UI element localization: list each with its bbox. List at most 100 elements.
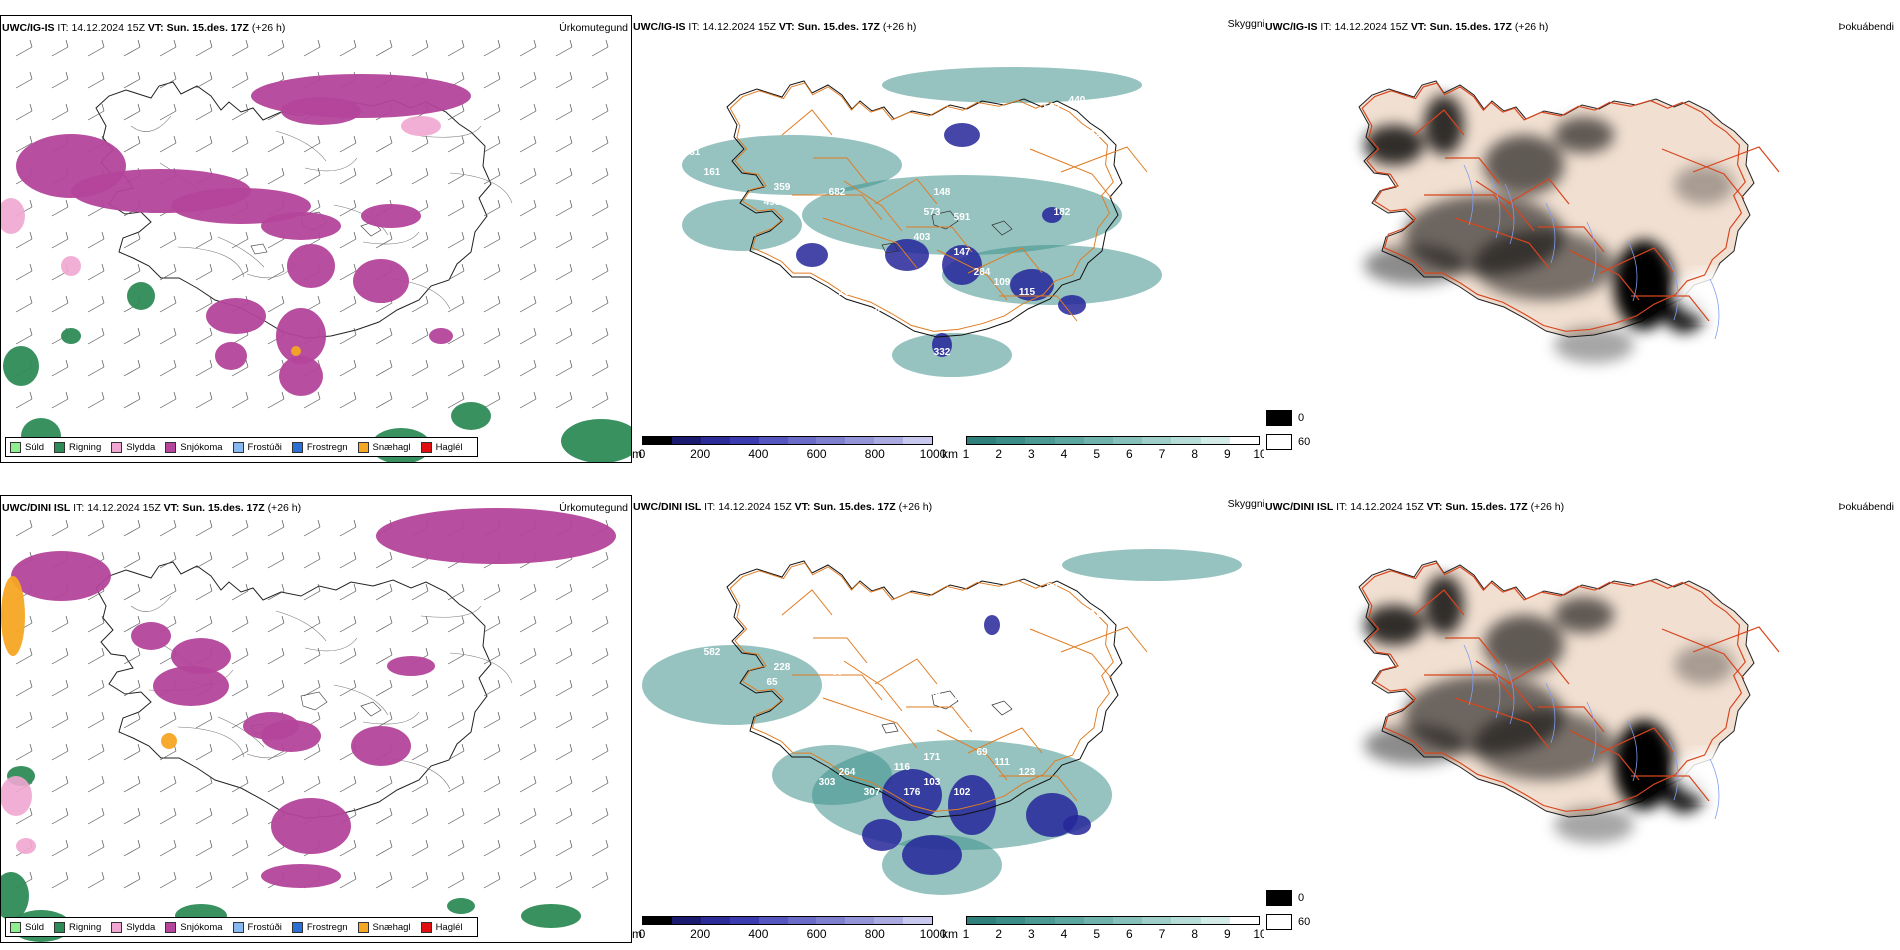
legend-label: Súld [25, 921, 45, 933]
fog-index-legend: 0 60 [1264, 890, 1324, 940]
snow-area [361, 204, 421, 228]
sleet-area [61, 256, 81, 276]
fog-shading [1364, 95, 1734, 363]
river-network [1463, 644, 1720, 820]
snow-area [287, 244, 335, 288]
cloud-base-height-label: 228 [774, 662, 791, 673]
panel-title: UWC/DINI ISL IT: 14.12.2024 15Z VT: Sun.… [1265, 501, 1565, 513]
cloud-base-height-label: 123 [1019, 767, 1036, 778]
cloud-base-height-label: 69 [976, 747, 988, 758]
legend-swatch [10, 921, 21, 933]
cloud-base-height-label: 200 [839, 287, 856, 298]
legend-label: Frostregn [306, 441, 348, 453]
snow-area [153, 666, 229, 706]
snow-area [171, 638, 231, 674]
colorbar-tick-label: 5 [1093, 927, 1100, 941]
low-visibility-area [802, 175, 1122, 255]
cloud-base-height-label: 403 [914, 232, 931, 243]
legend-swatch [232, 441, 244, 453]
sleet-area [401, 116, 441, 136]
colorbar-tick-label: 0 [638, 447, 646, 461]
cloud-base-height-label: 111 [994, 757, 1010, 768]
cloud-base-height-label: 573 [924, 207, 941, 218]
cloud-base-height-label: 303 [819, 777, 836, 788]
colorbar-tick-label: 200 [690, 447, 711, 461]
low-cloud-base-area [948, 775, 996, 835]
cloud-base-height-label: 168 [652, 597, 669, 608]
fog-legend-swatch [1266, 434, 1292, 450]
cloud-base-height-label: 176 [844, 352, 861, 363]
colorbar-tick-label: 10 [1253, 927, 1264, 941]
cloud-base-height-label: 148 [934, 187, 951, 198]
cloud-base-height-label: 582 [704, 647, 721, 658]
colorbar-tick-label: 8 [1191, 927, 1198, 941]
colorbar-tick-label: 1 [962, 447, 970, 461]
fog-legend-label: 60 [1298, 436, 1311, 448]
cloud-base-height-label: 221 [1084, 609, 1101, 620]
panel-type-label: Þokuábendi [1838, 501, 1894, 513]
panel-title: UWC/IG-IS IT: 14.12.2024 15Z VT: Sun. 15… [633, 21, 917, 33]
wind-barbs [15, 519, 609, 889]
cloud-base-height-label: 143 [924, 687, 941, 698]
legend-swatch [111, 441, 123, 453]
cloud-base-height-label: 582 [1084, 129, 1101, 140]
clear-area [1674, 750, 1754, 800]
cloud-base-height-label: 264 [839, 767, 856, 778]
legend-swatch [10, 441, 21, 453]
colorbar-tick-label: 800 [864, 447, 885, 461]
low-cloud-base-area [796, 243, 828, 267]
legend-swatch [420, 921, 432, 933]
low-visibility-area [892, 333, 1012, 377]
legend-swatch [357, 441, 369, 453]
cloud-base-height-label: 176 [904, 787, 921, 798]
low-visibility-area [772, 745, 892, 805]
cloud-base-height-label: 440 [1069, 95, 1086, 106]
precip-type-legend: Súld Rigning Slydda Snjókoma Frostúði Frostre… [5, 437, 478, 457]
cloud-base-height-label: 359 [774, 182, 791, 193]
legend-item: Frostregn [291, 441, 348, 453]
road-network [729, 82, 1148, 332]
fog-legend-label: 60 [1298, 916, 1311, 928]
snow-area [261, 864, 341, 888]
snow-pellet-area [1, 576, 25, 656]
colorbar-unit: m [632, 927, 642, 941]
iceland-fog-map [1358, 560, 1780, 843]
legend-item: Súld [10, 921, 45, 933]
colorbar-tick-label: 5 [1093, 447, 1100, 461]
colorbar-tick-label: 3 [1027, 927, 1035, 941]
low-cloud-base-area [862, 819, 902, 851]
rain-area [1, 872, 29, 920]
low-cloud-base-area [1058, 295, 1086, 315]
cloud-base-height-label: 12 [896, 372, 908, 383]
cloud-base-height-label: 430 [804, 407, 821, 418]
legend-item: Snjókoma [165, 441, 223, 453]
legend-swatch [54, 921, 66, 933]
iceland-precip-map [1, 508, 616, 942]
legend-swatch [291, 441, 303, 453]
legend-item: Slydda [111, 921, 155, 933]
cloud-base-height-label: 282 [954, 692, 971, 703]
snow-area [171, 188, 311, 224]
legend-swatch [420, 441, 432, 453]
cloud-base-height-label: 61 [896, 282, 908, 293]
legend-label: Slydda [126, 441, 156, 453]
snow-area [353, 259, 409, 303]
snow-area [11, 551, 111, 601]
colorbar-tick-label: 4 [1060, 447, 1068, 461]
fog-legend-swatch [1266, 914, 1292, 930]
visibility-colorbar: km 1 2 3 4 5 6 7 8 9 10 [942, 915, 1264, 941]
fog-legend-label: 0 [1298, 412, 1305, 424]
legend-item: Haglél [420, 921, 463, 933]
legend-swatch [165, 441, 177, 453]
fog-legend-label: 0 [1298, 892, 1305, 904]
colorbar-unit: km [942, 447, 958, 461]
fog-legend-swatch [1266, 410, 1292, 426]
cloud-base-height-label: 591 [954, 212, 971, 223]
cloud-base-height-label: 331 [684, 147, 701, 158]
colorbar-tick-label: 2 [995, 927, 1002, 941]
low-cloud-base-area [944, 123, 980, 147]
cloud-base-height-label: 441 [924, 297, 941, 308]
snow-area [261, 212, 341, 240]
